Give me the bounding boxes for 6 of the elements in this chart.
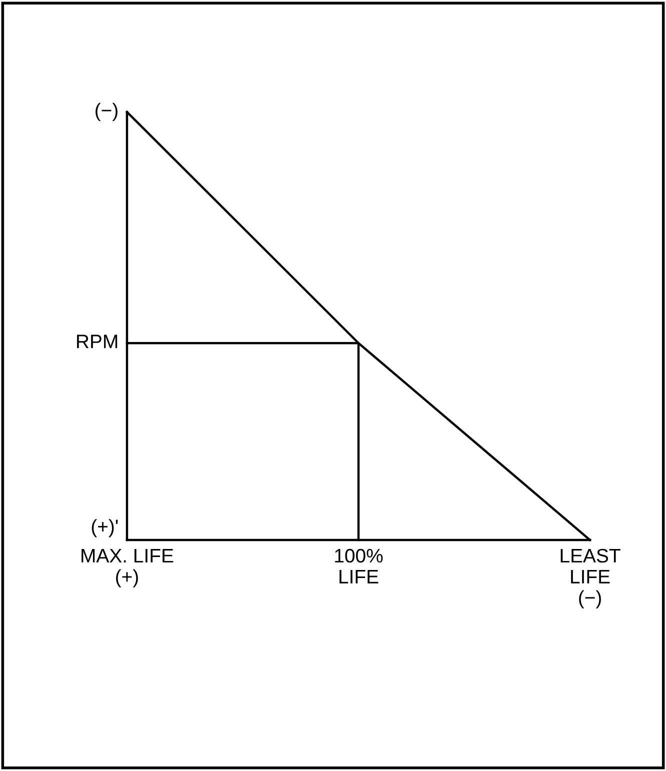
x-tick-label: 100% LIFE [335,548,383,584]
annotation: (−) [96,102,118,122]
x-tick-label: MAX. LIFE (+) [82,549,174,588]
text: (+)' [92,519,118,538]
annotation: RPM [77,334,118,348]
x-tick-label: LEAST LIFE (−) [560,548,620,608]
